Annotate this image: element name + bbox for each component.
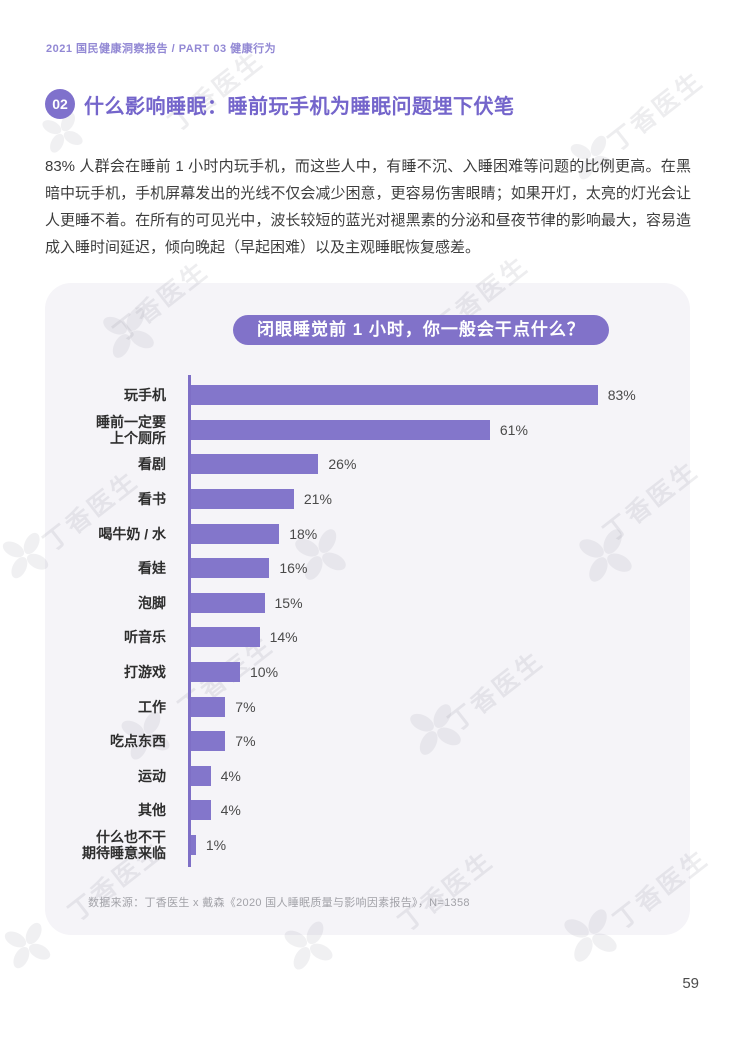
watermark-brand-text: 丁香医生: [603, 66, 709, 158]
bar-value-label: 15%: [274, 594, 303, 611]
bar-track: 61%: [178, 419, 690, 440]
bar-value-label: 4%: [220, 767, 241, 784]
section-number-badge: 02: [45, 89, 75, 119]
bar-category-label: 什么也不干 期待睡意来临: [82, 829, 166, 862]
bar-value-label: 14%: [269, 629, 298, 646]
bar-value-label: 7%: [235, 733, 256, 750]
chart-card: 闭眼睡觉前 1 小时，你一般会干点什么？ 玩手机 83% 睡前一定要 上个厕所 61%…: [45, 283, 690, 935]
bar-track: 18%: [178, 523, 690, 544]
bar-track: 7%: [178, 696, 690, 717]
bar: [191, 419, 490, 440]
bar-category-label: 泡脚: [138, 594, 166, 611]
bar: [191, 731, 226, 752]
bar: [191, 662, 240, 683]
bar-track: 7%: [178, 731, 690, 752]
page-title: 什么影响睡眠：睡前玩手机为睡眠问题埋下伏笔: [84, 95, 515, 118]
bar-value-label: 26%: [328, 456, 357, 473]
bar-value-label: 83%: [607, 387, 636, 404]
bar: [191, 489, 294, 510]
section-title-row: 02 什么影响睡眠：睡前玩手机为睡眠问题埋下伏笔: [45, 89, 515, 119]
data-source-note: 数据来源：丁香医生 x 戴森《2020 国人睡眠质量与影响因素报告》，N=135…: [88, 897, 470, 909]
chart-row: 看书 21%: [45, 482, 690, 517]
bar-value-label: 7%: [235, 698, 256, 715]
bar-category-label: 听音乐: [124, 629, 166, 646]
bar-value-label: 10%: [250, 664, 279, 681]
page-number: 59: [682, 975, 699, 992]
bar-category-label: 运动: [138, 767, 166, 784]
bar-track: 83%: [178, 385, 690, 406]
bar-value-label: 21%: [303, 491, 332, 508]
bar-track: 21%: [178, 489, 690, 510]
chart-row: 吃点东西 7%: [45, 724, 690, 759]
bar-track: 26%: [178, 454, 690, 475]
bar: [191, 800, 211, 821]
chart-row: 听音乐 14%: [45, 620, 690, 655]
bar-category-label: 吃点东西: [110, 733, 166, 750]
bar-category-label: 看剧: [138, 456, 166, 473]
bar-track: 15%: [178, 592, 690, 613]
bar-chart: 玩手机 83% 睡前一定要 上个厕所 61% 看剧 26% 看书 21% 喝牛奶 / 水 18% 看…: [45, 375, 690, 867]
bar: [191, 454, 319, 475]
bar-track: 4%: [178, 765, 690, 786]
bar-track: 14%: [178, 627, 690, 648]
bar-category-label: 喝牛奶 / 水: [98, 525, 166, 542]
bar-category-label: 玩手机: [124, 387, 166, 404]
chart-row: 泡脚 15%: [45, 586, 690, 621]
chart-row: 看娃 16%: [45, 551, 690, 586]
bar-value-label: 18%: [289, 525, 318, 542]
bar-value-label: 1%: [205, 837, 227, 854]
bar-category-label: 睡前一定要 上个厕所: [96, 413, 166, 446]
bar: [191, 523, 280, 544]
intro-paragraph: 83% 人群会在睡前 1 小时内玩手机，而这些人中，有睡不沉、入睡困难等问题的比…: [45, 158, 691, 256]
chart-row: 看剧 26%: [45, 447, 690, 482]
breadcrumb: 2021 国民健康洞察报告 / PART 03 健康行为: [46, 43, 277, 55]
bar-category-label: 看娃: [138, 560, 166, 577]
chart-axis-line: [188, 375, 191, 867]
chart-row: 工作 7%: [45, 689, 690, 724]
chart-row: 打游戏 10%: [45, 655, 690, 690]
bar: [191, 558, 270, 579]
chart-rows: 玩手机 83% 睡前一定要 上个厕所 61% 看剧 26% 看书 21% 喝牛奶 / 水 18% 看…: [45, 378, 690, 862]
chart-row: 喝牛奶 / 水 18%: [45, 516, 690, 551]
bar-value-label: 4%: [220, 802, 241, 819]
bar-category-label: 看书: [138, 491, 166, 508]
bar-track: 1%: [178, 835, 690, 856]
bar-value-label: 16%: [279, 560, 308, 577]
chart-title-pill: 闭眼睡觉前 1 小时，你一般会干点什么？: [233, 315, 609, 345]
chart-row: 其他 4%: [45, 793, 690, 828]
bar: [191, 592, 265, 613]
bar: [191, 696, 226, 717]
chart-row: 玩手机 83%: [45, 378, 690, 413]
bar: [191, 385, 598, 406]
bar: [191, 765, 211, 786]
chart-row: 运动 4%: [45, 759, 690, 794]
bar: [191, 627, 260, 648]
bar-value-label: 61%: [499, 421, 528, 438]
bar-category-label: 打游戏: [124, 664, 166, 681]
bar: [191, 835, 196, 856]
bar-track: 16%: [178, 558, 690, 579]
chart-row: 睡前一定要 上个厕所 61%: [45, 413, 690, 448]
bar-track: 10%: [178, 662, 690, 683]
bar-track: 4%: [178, 800, 690, 821]
chart-row: 什么也不干 期待睡意来临 1%: [45, 828, 690, 863]
bar-category-label: 其他: [138, 802, 166, 819]
bar-category-label: 工作: [138, 698, 166, 715]
